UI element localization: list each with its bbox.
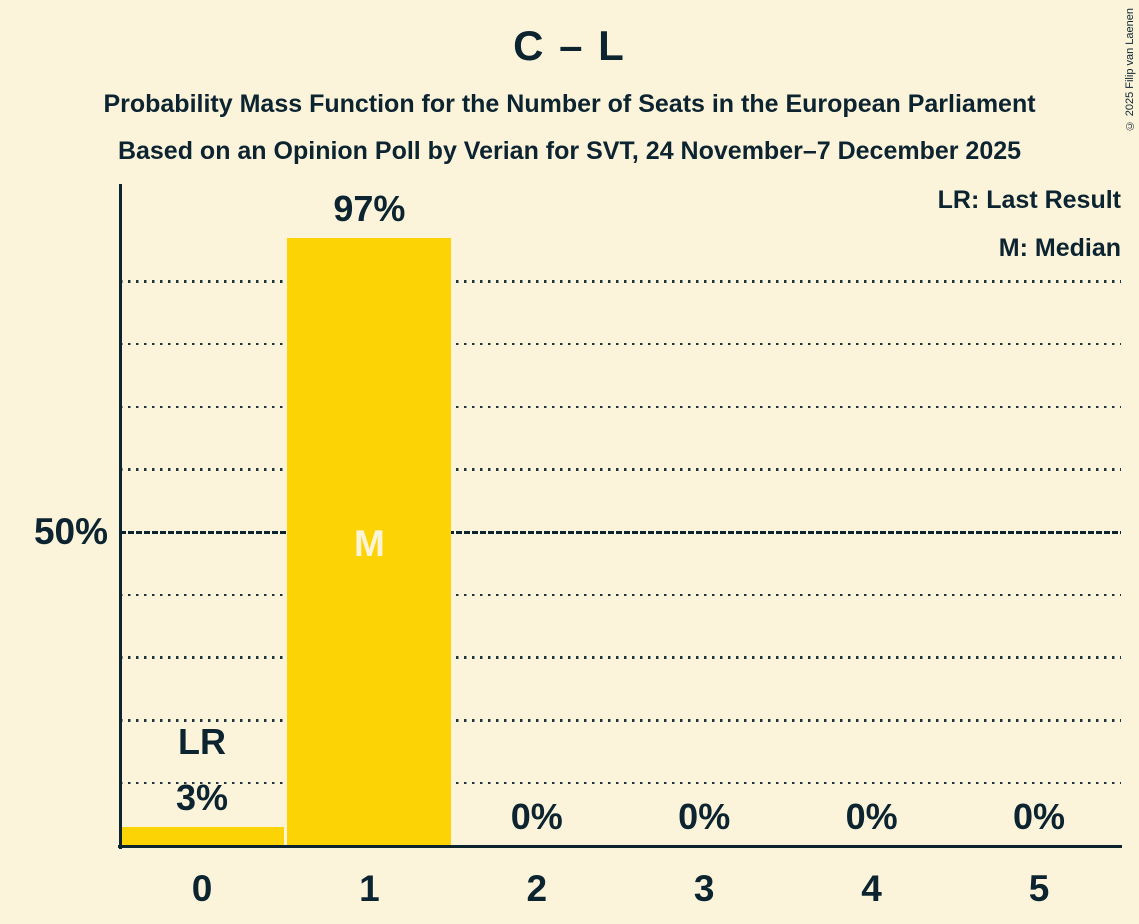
x-tick-label-1: 1 <box>359 868 380 909</box>
gridline-80pct <box>120 342 1121 346</box>
gridline-40pct <box>120 593 1121 597</box>
y-axis-line <box>119 184 122 849</box>
bar-seats-0 <box>120 827 284 846</box>
bar-seats-1 <box>287 237 452 846</box>
bar-value-label-0: 3% <box>175 777 229 819</box>
gridline-30pct <box>120 656 1121 659</box>
copyright-notice: © 2025 Filip van Laenen <box>1124 8 1136 132</box>
x-tick-label-2: 2 <box>526 868 548 909</box>
x-tick-label-0: 0 <box>191 868 213 909</box>
bar-value-label-2: 0% <box>510 796 563 837</box>
gridline-10pct <box>120 781 1121 785</box>
gridline-90pct <box>120 280 1121 283</box>
last-result-marker-label: LR <box>178 721 226 763</box>
chart-subtitle-line2: Based on an Opinion Poll by Verian for S… <box>117 137 1022 165</box>
gridline-60pct <box>120 468 1121 471</box>
gridline-20pct <box>120 719 1121 722</box>
y-axis-tick-label: 50% <box>33 511 108 552</box>
x-axis-line <box>118 845 1122 848</box>
x-tick-label-4: 4 <box>861 868 882 909</box>
legend-last-result: LR: Last Result <box>937 186 1121 214</box>
bar-value-label-4: 0% <box>845 796 898 837</box>
chart-title: C – L <box>513 22 626 69</box>
median-marker-label: M <box>353 522 385 564</box>
bar-value-label-5: 0% <box>1012 796 1066 837</box>
chart-subtitle-line1: Probability Mass Function for the Number… <box>103 90 1036 118</box>
bar-value-label-3: 0% <box>678 796 731 837</box>
x-tick-label-3: 3 <box>693 868 715 909</box>
legend-median: M: Median <box>998 234 1121 262</box>
gridline-70pct <box>120 405 1121 409</box>
gridline-50pct-dashed <box>120 531 1121 534</box>
bar-value-label-1: 97% <box>333 187 406 229</box>
x-tick-label-5: 5 <box>1028 868 1050 909</box>
